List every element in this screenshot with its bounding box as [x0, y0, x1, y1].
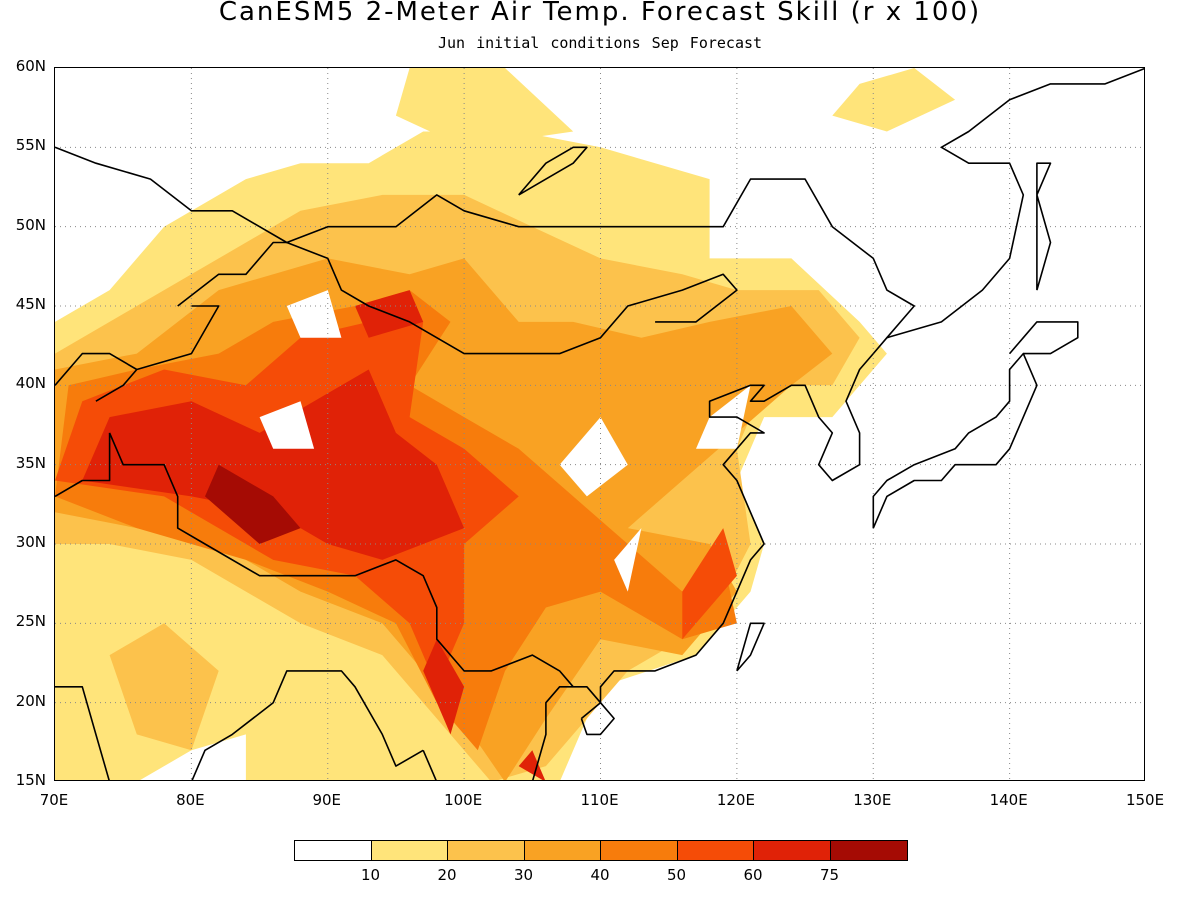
skill-contour-region: [259, 401, 315, 449]
latitude-tick-label: 55N: [15, 136, 46, 155]
russia-east-coast: [886, 68, 1144, 339]
skill-contour-region: [682, 528, 737, 640]
china-south-border: [108, 432, 574, 688]
taiwan-coast: [736, 622, 765, 672]
skill-contour-region: [395, 68, 574, 148]
longitude-tick-label: 120E: [716, 791, 755, 809]
colorbar-label: 20: [437, 866, 457, 884]
colorbar-swatch: [830, 841, 907, 860]
sakhalin-coast: [1036, 162, 1052, 291]
longitude-tick-label: 140E: [989, 791, 1028, 809]
hokkaido-coast: [1008, 321, 1079, 355]
russia-border: [55, 146, 915, 355]
india-west-coast: [55, 686, 110, 780]
colorbar-swatch: [524, 841, 601, 860]
colorbar-swatch: [295, 841, 372, 860]
colorbar-swatch: [448, 841, 525, 860]
hainan-coast: [580, 701, 615, 736]
longitude-tick-label: 90E: [312, 791, 342, 809]
skill-field-shading: [55, 68, 956, 780]
colorbar-swatch: [677, 841, 754, 860]
colorbar-swatch: [601, 841, 678, 860]
latitude-tick-label: 30N: [15, 533, 46, 551]
central-asia-border: [55, 352, 138, 386]
pakistan-border: [55, 432, 111, 498]
map-subtitle: Jun initial conditions Sep Forecast: [437, 34, 763, 52]
skill-contour-region: [423, 639, 465, 735]
longitude-tick-label: 70E: [39, 791, 69, 809]
latitude-tick-label: 50N: [15, 215, 46, 234]
lake-baikal: [518, 146, 588, 196]
colorbar-label: 40: [590, 866, 610, 884]
longitude-tick-label: 110E: [580, 791, 619, 809]
map-plot-area: [54, 67, 1145, 781]
colorbar: [294, 840, 908, 861]
skill-contour-region: [614, 528, 642, 592]
latitude-tick-label: 40N: [15, 374, 46, 393]
map-title: CanESM5 2-Meter Air Temp. Forecast Skill…: [218, 0, 982, 27]
east-asia-coast: [532, 353, 874, 780]
latitude-tick-label: 35N: [15, 453, 46, 472]
japan-coast: [872, 352, 1038, 529]
colorbar-label: 30: [513, 866, 534, 884]
latitude-tick-label: 25N: [15, 612, 46, 631]
kazakh-china-border: [177, 241, 287, 307]
skill-map: [55, 68, 1144, 780]
skill-contour-region: [82, 369, 465, 560]
longitude-tick-label: 130E: [853, 791, 892, 809]
myanmar-coast: [422, 749, 437, 780]
colorbar-label: 60: [743, 866, 763, 884]
latitude-tick-label: 45N: [15, 295, 46, 313]
skill-contour-region: [832, 68, 956, 132]
colorbar-label: 50: [666, 866, 687, 884]
longitude-tick-label: 150E: [1125, 791, 1165, 809]
skill-contour-region: [205, 464, 301, 544]
latitude-tick-label: 20N: [15, 691, 46, 710]
colorbar-swatch: [754, 841, 831, 860]
skill-contour-region: [518, 750, 546, 780]
bay-of-bengal-coast: [191, 670, 424, 780]
longitude-tick-label: 100E: [444, 791, 483, 809]
latitude-tick-label: 15N: [15, 771, 46, 789]
china-west-border: [95, 305, 220, 402]
mongolia-border: [286, 241, 738, 355]
longitude-tick-label: 80E: [176, 791, 205, 809]
colorbar-label: 10: [360, 866, 381, 884]
colorbar-swatch: [371, 841, 448, 860]
colorbar-label: 75: [819, 866, 840, 884]
coastlines-and-borders: [55, 68, 1144, 780]
skill-contour-region: [286, 290, 342, 338]
latitude-tick-label: 60N: [15, 57, 46, 75]
skill-contour-region: [559, 417, 628, 497]
